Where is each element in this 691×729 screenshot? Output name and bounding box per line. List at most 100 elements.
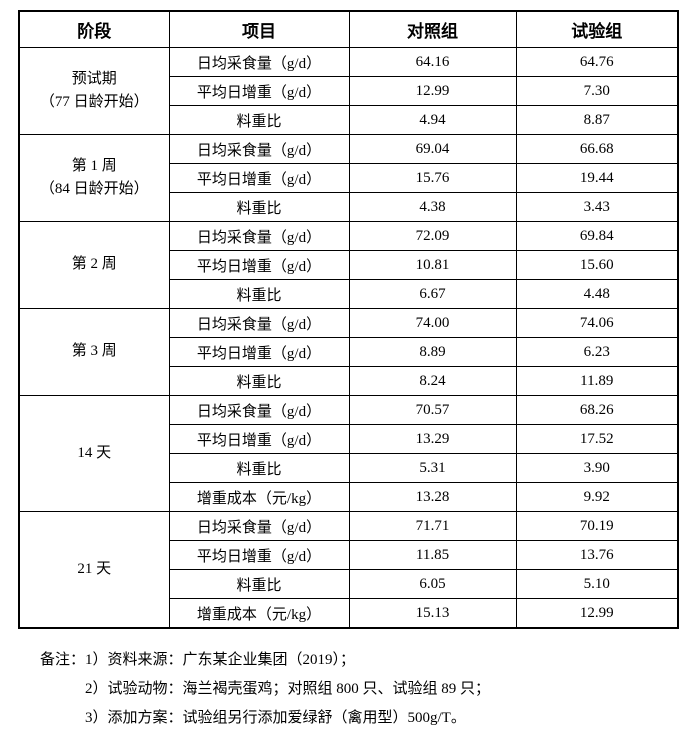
test-value-cell: 8.87	[515, 105, 679, 135]
test-value-cell: 19.44	[515, 163, 679, 193]
table-row: 料重比 6.67 4.48	[19, 279, 679, 309]
table-row: 料重比 4.94 8.87	[19, 105, 679, 135]
stage-cell: 第 1 周 （84 日龄开始）	[18, 134, 170, 222]
item-cell: 增重成本（元/kg）	[168, 482, 350, 512]
test-value-cell: 68.26	[515, 395, 679, 425]
test-value-cell: 69.84	[515, 221, 679, 251]
column-header-item: 项目	[168, 10, 350, 48]
test-value-cell: 17.52	[515, 424, 679, 454]
item-cell: 平均日增重（g/d）	[168, 163, 350, 193]
control-value-cell: 70.57	[348, 395, 517, 425]
stage-label-line: （84 日龄开始）	[39, 181, 149, 197]
table-row: 第 2 周 日均采食量（g/d） 72.09 69.84	[18, 221, 679, 309]
control-value-cell: 5.31	[348, 453, 517, 483]
table-row: 料重比 8.24 11.89	[19, 366, 679, 396]
stage-label-line: 第 2 周	[71, 256, 117, 273]
table-row: 增重成本（元/kg） 13.28 9.92	[19, 482, 679, 512]
footnote-text: 1）资料来源：广东某企业集团（2019）；	[85, 652, 356, 668]
control-value-cell: 74.00	[348, 308, 517, 338]
test-value-cell: 4.48	[515, 279, 679, 309]
stage-label-line: 第 1 周	[71, 157, 117, 174]
test-value-cell: 3.90	[515, 453, 679, 483]
control-value-cell: 8.24	[348, 366, 517, 396]
test-value-cell: 70.19	[515, 511, 679, 541]
table-row: 料重比 6.05 5.10	[19, 569, 679, 599]
table-row: 平均日增重（g/d） 15.76 19.44	[19, 163, 679, 193]
item-cell: 日均采食量（g/d）	[168, 47, 350, 77]
column-header-stage: 阶段	[18, 10, 170, 48]
item-cell: 日均采食量（g/d）	[168, 221, 350, 251]
control-value-cell: 4.94	[348, 105, 517, 135]
table-row: 料重比 5.31 3.90	[19, 453, 679, 483]
control-value-cell: 15.76	[348, 163, 517, 193]
item-cell: 平均日增重（g/d）	[168, 424, 350, 454]
table-row: 预试期 （77 日龄开始） 日均采食量（g/d） 64.16 64.76	[18, 47, 679, 135]
control-value-cell: 15.13	[348, 598, 517, 629]
stage-label-line: 第 3 周	[71, 343, 117, 360]
item-cell: 日均采食量（g/d）	[168, 134, 350, 164]
stage-cell: 21 天	[18, 511, 170, 629]
item-cell: 日均采食量（g/d）	[168, 511, 350, 541]
stage-cell: 第 2 周	[18, 221, 170, 309]
item-cell: 平均日增重（g/d）	[168, 76, 350, 106]
test-value-cell: 6.23	[515, 337, 679, 367]
table-row: 平均日增重（g/d） 12.99 7.30	[19, 76, 679, 106]
table-row: 21 天 日均采食量（g/d） 71.71 70.19	[18, 511, 679, 629]
footnote-line: 2）试验动物：海兰褐壳蛋鸡；对照组 800 只、试验组 89 只；	[85, 681, 491, 697]
stage-label-line: 14 天	[77, 444, 112, 461]
control-value-cell: 69.04	[348, 134, 517, 164]
test-value-cell: 7.30	[515, 76, 679, 106]
item-cell: 平均日增重（g/d）	[168, 250, 350, 280]
table-row: 14 天 日均采食量（g/d） 70.57 68.26	[18, 395, 679, 512]
item-cell: 增重成本（元/kg）	[168, 598, 350, 629]
test-value-cell: 66.68	[515, 134, 679, 164]
control-value-cell: 64.16	[348, 47, 517, 77]
control-value-cell: 12.99	[348, 76, 517, 106]
header-row: 阶段 项目 对照组 试验组	[18, 10, 679, 48]
stage-label-line: 21 天	[77, 560, 112, 577]
test-value-cell: 64.76	[515, 47, 679, 77]
control-value-cell: 4.38	[348, 192, 517, 222]
test-value-cell: 74.06	[515, 308, 679, 338]
table-row: 平均日增重（g/d） 10.81 15.60	[19, 250, 679, 280]
table-row: 增重成本（元/kg） 15.13 12.99	[19, 598, 679, 629]
footnote-label: 备注：	[40, 652, 86, 668]
control-value-cell: 13.28	[348, 482, 517, 512]
footnote-line: 备注：1）资料来源：广东某企业集团（2019）；	[40, 646, 490, 675]
table-row: 料重比 4.38 3.43	[19, 192, 679, 222]
item-cell: 料重比	[168, 279, 350, 309]
stage-cell: 第 3 周	[18, 308, 170, 396]
item-cell: 料重比	[168, 105, 350, 135]
item-cell: 料重比	[168, 366, 350, 396]
table-body: 预试期 （77 日龄开始） 日均采食量（g/d） 64.16 64.76 平均日增重（g/…	[18, 47, 679, 629]
control-value-cell: 6.05	[348, 569, 517, 599]
footnote-line: 3）添加方案：试验组另行添加爱绿舒（禽用型）500g/T。	[85, 710, 466, 726]
stage-cell: 14 天	[18, 395, 170, 512]
item-cell: 平均日增重（g/d）	[168, 337, 350, 367]
test-value-cell: 3.43	[515, 192, 679, 222]
item-cell: 日均采食量（g/d）	[168, 308, 350, 338]
item-cell: 料重比	[168, 192, 350, 222]
test-value-cell: 5.10	[515, 569, 679, 599]
control-value-cell: 6.67	[348, 279, 517, 309]
item-cell: 料重比	[168, 453, 350, 483]
column-header-test-group: 试验组	[515, 10, 679, 48]
test-value-cell: 11.89	[515, 366, 679, 396]
control-value-cell: 8.89	[348, 337, 517, 367]
column-header-control-group: 对照组	[348, 10, 517, 48]
item-cell: 日均采食量（g/d）	[168, 395, 350, 425]
stage-cell: 预试期 （77 日龄开始）	[18, 47, 170, 135]
control-value-cell: 72.09	[348, 221, 517, 251]
item-cell: 平均日增重（g/d）	[168, 540, 350, 570]
table-row: 第 3 周 日均采食量（g/d） 74.00 74.06	[18, 308, 679, 396]
stage-label-line: 预试期	[71, 70, 117, 87]
control-value-cell: 71.71	[348, 511, 517, 541]
footnotes: 备注：1）资料来源：广东某企业集团（2019）； 2）试验动物：海兰褐壳蛋鸡；对…	[40, 646, 490, 729]
stage-label-line: （77 日龄开始）	[39, 94, 149, 110]
table-row: 平均日增重（g/d） 8.89 6.23	[19, 337, 679, 367]
item-cell: 料重比	[168, 569, 350, 599]
test-value-cell: 13.76	[515, 540, 679, 570]
test-value-cell: 9.92	[515, 482, 679, 512]
table-row: 第 1 周 （84 日龄开始） 日均采食量（g/d） 69.04 66.68	[18, 134, 679, 222]
